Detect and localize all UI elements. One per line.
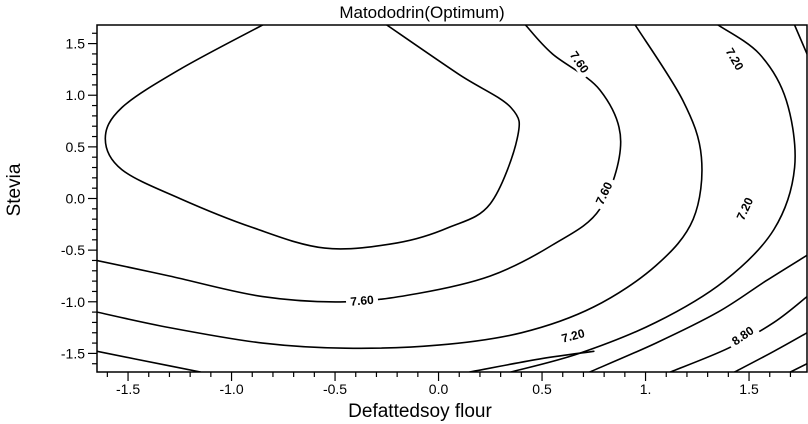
x-tick-label: 1. (640, 381, 652, 397)
contour-line (588, 254, 807, 372)
x-tick-label: 0.0 (429, 381, 449, 397)
y-axis-label: Stevia (4, 163, 25, 216)
y-tick-label: 1.0 (66, 87, 86, 103)
x-tick-label: -1.5 (116, 381, 140, 397)
contour-line (468, 350, 595, 372)
y-tick-label: -0.5 (61, 242, 85, 258)
contour-label-text: 7.60 (350, 293, 375, 309)
x-tick-label: -0.5 (323, 381, 347, 397)
contour-label: 8.80 (725, 320, 760, 351)
contour-label: 7.20 (720, 41, 750, 77)
contour-label-bg (720, 41, 750, 77)
contour-label: 7.60 (590, 175, 618, 211)
contour-label-bg (555, 324, 591, 347)
y-tick-label: 1.5 (66, 36, 86, 52)
x-tick-label: 0.5 (532, 381, 552, 397)
contour-line (510, 25, 796, 372)
chart-title: Matododrin(Optimum) (339, 3, 504, 22)
contour-line (793, 25, 807, 55)
contour-line (97, 25, 622, 303)
x-tick-label: -1.0 (219, 381, 243, 397)
contour-line (97, 25, 703, 350)
y-tick-label: -1.5 (61, 345, 85, 361)
contour-line (104, 25, 521, 250)
y-tick-label: -1.0 (61, 294, 85, 310)
contour-label-text: 7.20 (560, 326, 586, 346)
y-tick-label: 0.0 (66, 191, 86, 207)
contour-label-bg (345, 291, 379, 310)
contour-label-bg (564, 44, 596, 80)
contour-label: 7.20 (555, 324, 591, 347)
contour-line (789, 362, 807, 372)
contour-line (733, 332, 807, 372)
contour-line (97, 350, 202, 372)
contour-label: 7.20 (730, 190, 759, 227)
contour-label-bg (730, 190, 759, 227)
contour-label: 7.60 (564, 44, 596, 80)
y-axis: 1.5 1.0 0.5 0.0 -0.5 -1.0 -1.5 (61, 32, 97, 365)
plot-frame (96, 24, 808, 373)
contour-label-bg (590, 175, 618, 211)
contour-layer (97, 25, 807, 372)
x-axis: -1.5 -1.0 -0.5 0.0 0.5 1. 1.5 (106, 372, 792, 397)
contour-label-layer: 7.60 7.60 7.60 7.20 7.20 7.20 8.80 (345, 41, 760, 351)
x-axis-label: Defattedsoy flour (348, 401, 492, 422)
x-tick-label: 1.5 (739, 381, 759, 397)
y-tick-label: 0.5 (66, 139, 86, 155)
contour-label-bg (725, 320, 760, 351)
contour-label: 7.60 (345, 291, 379, 310)
